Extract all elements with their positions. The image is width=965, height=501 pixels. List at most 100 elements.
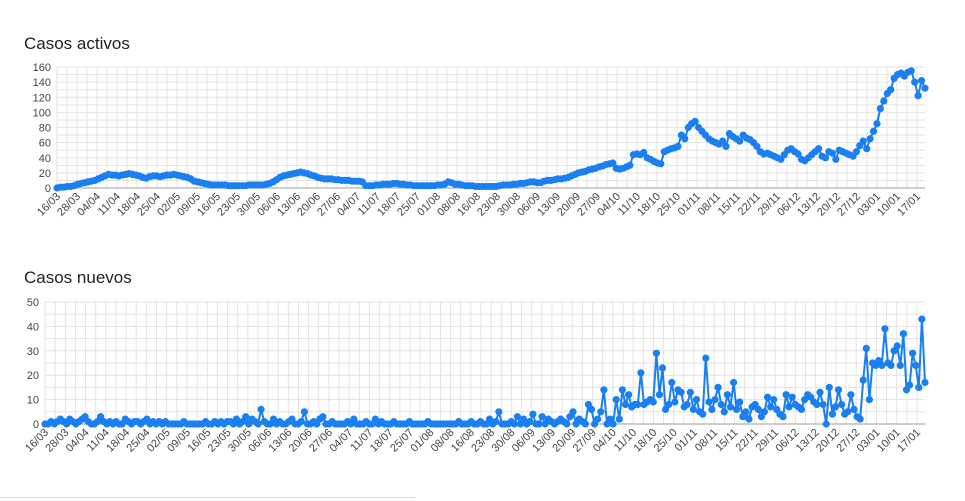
x-tick-label: 04/10 <box>591 427 619 455</box>
y-tick-label: 50 <box>27 297 39 309</box>
data-point <box>859 137 867 145</box>
data-point <box>915 383 923 391</box>
y-tick-label: 140 <box>33 77 51 89</box>
y-tick-label: 60 <box>39 138 51 150</box>
data-point <box>754 405 762 413</box>
data-point <box>816 388 824 396</box>
data-point <box>529 410 537 418</box>
data-point <box>609 159 617 167</box>
data-point <box>594 415 602 423</box>
data-point <box>753 142 761 150</box>
data-point <box>881 325 889 333</box>
data-point <box>621 400 630 409</box>
data-point <box>822 420 830 428</box>
data-point <box>878 361 886 369</box>
data-point <box>914 92 922 100</box>
data-point <box>692 396 701 404</box>
data-point <box>745 415 753 423</box>
x-tick-label: 17/01 <box>895 191 923 219</box>
data-point <box>921 378 929 387</box>
data-point <box>242 413 250 421</box>
y-tick-label: 120 <box>33 92 51 104</box>
chart-title-active: Casos activos <box>24 34 130 53</box>
data-point <box>834 386 843 394</box>
data-point <box>513 413 522 421</box>
data-point <box>563 420 571 428</box>
data-point <box>597 408 605 416</box>
data-point <box>819 400 827 409</box>
data-point <box>637 369 645 377</box>
data-point <box>615 415 623 423</box>
data-point <box>856 415 864 423</box>
data-point <box>600 386 608 394</box>
data-point <box>674 142 682 150</box>
data-point <box>535 420 543 428</box>
y-tick-label: 30 <box>27 346 39 358</box>
data-point <box>815 145 823 153</box>
data-point <box>880 97 888 105</box>
y-tick-label: 100 <box>33 107 51 119</box>
data-point <box>495 408 503 416</box>
x-tick-label: 04/04 <box>75 191 103 219</box>
data-point <box>691 117 699 125</box>
data-point <box>300 408 308 416</box>
data-point <box>907 67 915 75</box>
data-point <box>319 413 327 421</box>
data-point <box>869 127 878 135</box>
y-tick-label: 40 <box>27 321 39 333</box>
data-point <box>711 396 719 404</box>
data-point <box>832 155 840 163</box>
data-point <box>865 396 874 404</box>
data-point <box>893 342 901 350</box>
data-point <box>866 135 874 143</box>
data-point <box>912 361 920 369</box>
data-point <box>788 393 796 401</box>
data-point <box>714 383 722 391</box>
data-point <box>702 354 710 362</box>
data-point <box>742 408 750 416</box>
data-point <box>612 396 620 404</box>
data-point <box>730 378 738 387</box>
data-point <box>708 405 716 413</box>
data-point <box>828 149 837 157</box>
data-point <box>918 77 926 85</box>
data-point <box>876 105 885 113</box>
x-tick-label: 25/10 <box>652 427 680 455</box>
data-point <box>720 408 728 416</box>
y-tick-label: 0 <box>33 419 39 431</box>
data-point <box>699 410 707 418</box>
y-tick-label: 20 <box>39 168 51 180</box>
x-tick-label: 25/10 <box>655 191 683 219</box>
data-point <box>794 150 802 158</box>
data-point <box>887 86 895 94</box>
data-point <box>863 145 871 153</box>
y-tick-label: 20 <box>27 370 39 382</box>
data-point <box>297 418 305 426</box>
data-point <box>825 383 833 391</box>
data-point <box>655 391 664 399</box>
data-point <box>618 386 627 394</box>
x-tick-label: 04/04 <box>64 427 92 455</box>
data-point <box>689 405 698 413</box>
data-point <box>847 391 855 399</box>
data-point <box>626 161 634 169</box>
data-point <box>649 398 657 406</box>
data-point <box>625 391 633 399</box>
bottom-divider <box>0 497 415 498</box>
data-point <box>722 142 730 150</box>
data-point <box>906 381 914 389</box>
data-point <box>652 349 661 357</box>
data-point <box>736 398 744 406</box>
data-point <box>763 393 772 401</box>
data-point <box>873 120 881 128</box>
data-point <box>770 396 778 404</box>
data-point <box>492 418 500 426</box>
data-point <box>526 418 534 426</box>
data-point <box>658 364 667 372</box>
data-point <box>859 376 867 384</box>
data-point <box>257 405 265 413</box>
data-point <box>862 344 870 352</box>
data-point <box>844 408 852 416</box>
data-point <box>683 400 691 409</box>
